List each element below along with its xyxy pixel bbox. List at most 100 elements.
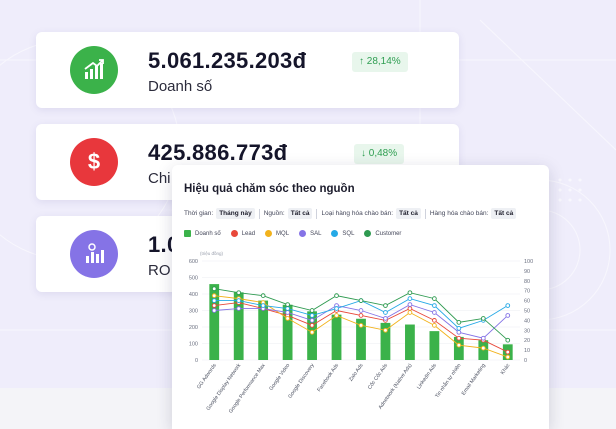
bar (405, 324, 415, 360)
series-point (334, 306, 339, 311)
y2-tick-label: 80 (524, 279, 530, 285)
legend-swatch (331, 230, 339, 237)
series-point (236, 290, 242, 296)
x-tick-label: Khác (500, 362, 512, 375)
series-point (383, 327, 388, 333)
y-tick-label: 200 (189, 325, 198, 331)
y2-tick-label: 100 (524, 259, 533, 265)
legend-item-sql[interactable]: SQL (331, 230, 354, 237)
legend-label: Doanh số (195, 230, 221, 237)
series-point (309, 313, 315, 318)
y2-tick-label: 10 (524, 348, 530, 354)
legend-item-sal[interactable]: SAL (299, 230, 321, 237)
y2-tick-label: 90 (524, 269, 530, 275)
x-tick-label: LinkedIn Ads (416, 362, 438, 390)
y2-tick-label: 70 (524, 289, 530, 295)
series-point (211, 303, 217, 308)
filter-bar: Thời gian: Tháng này Nguồn: Tất cả Loại … (184, 208, 517, 219)
panel-title: Hiệu quả chăm sóc theo nguồn (184, 183, 355, 195)
series-point (480, 316, 486, 321)
bar (307, 311, 317, 360)
series-point (456, 329, 462, 335)
roi-chart-icon (70, 230, 118, 278)
series-point (309, 318, 315, 323)
series-point (236, 298, 242, 303)
revenue-card: 5.061.235.203đ Doanh số ↑ 28,14% (36, 32, 459, 108)
filter-product-type[interactable]: Loại hàng hóa chào bán: Tất cả (321, 208, 421, 219)
x-tick-label: Tin nhắn tự nhiên (434, 362, 463, 399)
series-point (432, 322, 437, 328)
chart-legend: Doanh số Lead MQL SAL SQL Customer (184, 230, 411, 237)
series-point (358, 313, 364, 318)
y-tick-label: 0 (195, 358, 198, 364)
series-point (285, 306, 290, 311)
growth-chart-icon (70, 46, 118, 94)
bar (209, 284, 220, 360)
series-point (358, 298, 364, 303)
source-performance-panel: Hiệu quả chăm sóc theo nguồn Thời gian: … (172, 165, 549, 429)
legend-item-customer[interactable]: Customer (364, 230, 401, 237)
filter-time[interactable]: Thời gian: Tháng này (184, 208, 255, 219)
series-point (505, 313, 511, 318)
legend-item-revenue[interactable]: Doanh số (184, 230, 221, 237)
filter-product[interactable]: Hàng hóa chào bán: Tất cả (429, 208, 517, 219)
series-point (505, 337, 511, 343)
series-point (432, 303, 437, 308)
y-tick-label: 500 (189, 276, 198, 282)
filter-source[interactable]: Nguồn: Tất cả (264, 208, 313, 219)
y-tick-label: 400 (189, 292, 198, 298)
x-tick-label: Cốc Cốc Ads (367, 362, 389, 390)
bar (453, 336, 464, 360)
roi-label: RO (148, 262, 171, 279)
y2-tick-label: 0 (524, 358, 527, 364)
legend-label: MQL (276, 230, 290, 237)
y2-tick-label: 30 (524, 328, 530, 334)
legend-swatch (364, 230, 372, 237)
bar (429, 331, 440, 360)
series-point (260, 303, 266, 308)
series-point (260, 293, 266, 298)
dollar-icon: $ (70, 138, 118, 186)
series-point (456, 320, 462, 325)
series-point (211, 286, 217, 292)
series-point (309, 322, 315, 328)
filter-source-value[interactable]: Tất cả (287, 208, 313, 219)
bar (282, 304, 293, 360)
series-point (383, 316, 388, 321)
legend-label: SQL (342, 230, 355, 237)
revenue-value: 5.061.235.203đ (148, 48, 307, 73)
series-point (407, 302, 413, 307)
legend-swatch (299, 230, 307, 237)
legend-item-lead[interactable]: Lead (230, 230, 256, 237)
series-point (334, 293, 339, 298)
series-point (236, 306, 242, 311)
filter-time-value[interactable]: Tháng này (216, 208, 255, 219)
legend-label: SAL (310, 230, 322, 237)
y-tick-label: 300 (189, 309, 198, 315)
filter-product-type-value[interactable]: Tất cả (396, 208, 421, 219)
source-performance-chart: (triệu đồng) 0 100 200 300 400 500 600 0 10 20 30 40… (189, 251, 533, 415)
series-point (432, 296, 437, 301)
series-point (309, 308, 315, 313)
series-point (407, 290, 413, 296)
y-axis-unit: (triệu đồng) (200, 251, 224, 256)
series-point (505, 349, 511, 355)
series-point (432, 318, 437, 323)
x-tick-label: GG Adwords (196, 362, 218, 390)
series-point (211, 308, 217, 313)
cost-value: 425.886.773đ (148, 140, 288, 165)
x-tick-label: Google Discovery (287, 362, 316, 399)
bar (380, 322, 391, 360)
y2-tick-label: 20 (524, 338, 530, 344)
filter-product-label: Hàng hóa chào bán: (429, 210, 489, 217)
y2-tick-label: 40 (524, 318, 530, 324)
revenue-change-badge: ↑ 28,14% (352, 52, 408, 72)
legend-label: Lead (241, 230, 256, 237)
y2-tick-label: 50 (524, 309, 530, 315)
filter-product-value[interactable]: Tất cả (491, 208, 517, 219)
series-point (211, 293, 217, 298)
x-tick-label: Facebook Ads (316, 362, 340, 393)
legend-label: Customer (375, 230, 402, 237)
series-point (383, 310, 388, 315)
legend-item-mql[interactable]: MQL (265, 230, 289, 237)
